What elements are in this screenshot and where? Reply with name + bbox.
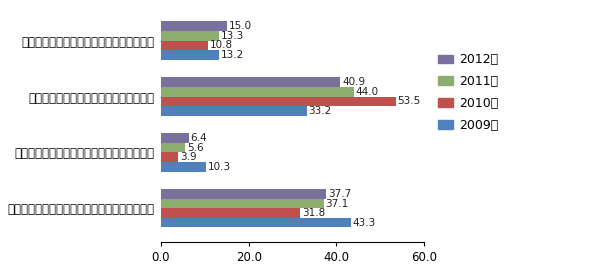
Text: 44.0: 44.0	[356, 87, 379, 97]
Text: 53.5: 53.5	[397, 96, 421, 106]
Bar	[161, 41, 208, 50]
Bar	[161, 87, 354, 96]
Bar	[161, 218, 351, 227]
Text: 3.9: 3.9	[180, 152, 197, 162]
Text: 10.3: 10.3	[208, 162, 231, 172]
Bar	[161, 78, 340, 87]
Bar	[161, 162, 206, 172]
Bar	[161, 50, 219, 60]
Text: 5.6: 5.6	[187, 143, 204, 153]
Bar	[161, 133, 189, 143]
Text: 10.8: 10.8	[210, 40, 233, 50]
Text: 37.7: 37.7	[328, 189, 352, 199]
Bar	[161, 208, 300, 218]
Bar	[161, 31, 219, 41]
Bar	[161, 189, 326, 199]
Text: 33.2: 33.2	[308, 106, 332, 116]
Bar	[161, 143, 186, 153]
Text: 6.4: 6.4	[191, 133, 207, 143]
Text: 15.0: 15.0	[229, 21, 251, 31]
Text: 37.1: 37.1	[326, 199, 349, 209]
Bar	[161, 96, 396, 106]
Text: 31.8: 31.8	[302, 208, 326, 218]
Bar	[161, 21, 227, 31]
Bar	[161, 199, 324, 208]
Text: 13.2: 13.2	[221, 50, 244, 60]
Text: 40.9: 40.9	[342, 77, 365, 87]
Bar	[161, 153, 178, 162]
Text: 13.3: 13.3	[221, 31, 244, 41]
Bar	[161, 106, 306, 115]
Legend: 2012年, 2011年, 2010年, 2009年: 2012年, 2011年, 2010年, 2009年	[433, 49, 504, 137]
Text: 43.3: 43.3	[353, 218, 376, 228]
